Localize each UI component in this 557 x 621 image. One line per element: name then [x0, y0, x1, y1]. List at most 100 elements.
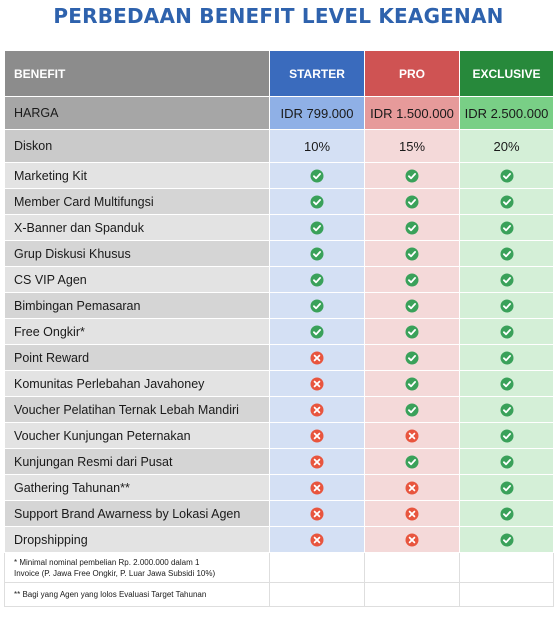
x-circle-icon — [310, 533, 324, 547]
check-circle-icon — [405, 221, 419, 235]
benefit-label: Voucher Pelatihan Ternak Lebah Mandiri — [4, 396, 270, 423]
x-circle-icon — [405, 507, 419, 521]
check-circle-icon — [500, 429, 513, 443]
benefit-row: Grup Diskusi Khusus — [4, 240, 554, 267]
check-circle-icon — [500, 481, 513, 495]
benefit-label: Gathering Tahunan** — [4, 474, 270, 501]
check-circle-icon — [500, 325, 513, 339]
benefit-exclusive-cell — [459, 396, 554, 423]
benefit-exclusive-cell — [459, 214, 554, 241]
benefit-exclusive-cell — [459, 422, 554, 449]
benefit-table-wrapper: BENEFIT STARTER PRO EXCLUSIVE HARGA IDR … — [4, 50, 554, 607]
footnote-1-line-2: Invoice (P. Jawa Free Ongkir, P. Luar Ja… — [14, 568, 216, 578]
benefit-table: BENEFIT STARTER PRO EXCLUSIVE HARGA IDR … — [4, 50, 554, 607]
check-circle-icon — [405, 195, 419, 209]
benefit-starter-cell — [269, 500, 365, 527]
note-empty-cell — [459, 552, 554, 583]
check-circle-icon — [500, 299, 513, 313]
benefit-starter-cell — [269, 318, 365, 345]
benefit-row: Voucher Kunjungan Peternakan — [4, 422, 554, 449]
note-empty-cell — [364, 582, 460, 607]
benefit-starter-cell — [269, 162, 365, 189]
check-circle-icon — [310, 325, 324, 339]
check-circle-icon — [500, 533, 513, 547]
benefit-row: Member Card Multifungsi — [4, 188, 554, 215]
benefit-pro-cell — [364, 526, 460, 553]
x-circle-icon — [310, 455, 324, 469]
benefit-row: Komunitas Perlebahan Javahoney — [4, 370, 554, 397]
benefit-pro-cell — [364, 422, 460, 449]
check-circle-icon — [405, 273, 419, 287]
note-row-1: * Minimal nominal pembelian Rp. 2.000.00… — [4, 552, 554, 583]
check-circle-icon — [405, 247, 419, 261]
x-circle-icon — [310, 429, 324, 443]
x-circle-icon — [310, 377, 324, 391]
check-circle-icon — [500, 377, 513, 391]
benefit-exclusive-cell — [459, 266, 554, 293]
footnote-2: ** Bagi yang Agen yang lolos Evaluasi Ta… — [4, 582, 270, 607]
benefit-label: Member Card Multifungsi — [4, 188, 270, 215]
discount-exclusive: 20% — [459, 129, 554, 163]
x-circle-icon — [310, 351, 324, 365]
benefit-row: Support Brand Awarness by Lokasi Agen — [4, 500, 554, 527]
check-circle-icon — [500, 351, 513, 365]
benefit-starter-cell — [269, 448, 365, 475]
benefit-exclusive-cell — [459, 370, 554, 397]
benefit-pro-cell — [364, 448, 460, 475]
benefit-pro-cell — [364, 474, 460, 501]
benefit-exclusive-cell — [459, 240, 554, 267]
benefit-exclusive-cell — [459, 500, 554, 527]
benefit-label: Marketing Kit — [4, 162, 270, 189]
benefit-exclusive-cell — [459, 526, 554, 553]
note-empty-cell — [269, 552, 365, 583]
x-circle-icon — [310, 481, 324, 495]
page-title: PERBEDAAN BENEFIT LEVEL KEAGENAN — [53, 4, 504, 28]
price-label: HARGA — [4, 96, 270, 130]
benefit-exclusive-cell — [459, 162, 554, 189]
benefit-label: X-Banner dan Spanduk — [4, 214, 270, 241]
discount-label: Diskon — [4, 129, 270, 163]
benefit-row: Voucher Pelatihan Ternak Lebah Mandiri — [4, 396, 554, 423]
check-circle-icon — [310, 299, 324, 313]
benefit-row: Bimbingan Pemasaran — [4, 292, 554, 319]
benefit-label: Voucher Kunjungan Peternakan — [4, 422, 270, 449]
benefit-starter-cell — [269, 266, 365, 293]
benefit-starter-cell — [269, 422, 365, 449]
benefit-starter-cell — [269, 370, 365, 397]
discount-row: Diskon 10% 15% 20% — [4, 129, 554, 163]
header-benefit: BENEFIT — [4, 50, 270, 97]
benefit-exclusive-cell — [459, 448, 554, 475]
benefit-pro-cell — [364, 318, 460, 345]
benefit-pro-cell — [364, 266, 460, 293]
benefit-row: Kunjungan Resmi dari Pusat — [4, 448, 554, 475]
check-circle-icon — [500, 455, 513, 469]
check-circle-icon — [310, 195, 324, 209]
benefit-exclusive-cell — [459, 188, 554, 215]
x-circle-icon — [405, 481, 419, 495]
check-circle-icon — [500, 195, 513, 209]
header-exclusive: EXCLUSIVE — [459, 50, 554, 97]
benefit-label: Free Ongkir* — [4, 318, 270, 345]
benefit-label: Point Reward — [4, 344, 270, 371]
check-circle-icon — [500, 273, 513, 287]
benefit-label: Grup Diskusi Khusus — [4, 240, 270, 267]
benefit-pro-cell — [364, 370, 460, 397]
benefit-label: CS VIP Agen — [4, 266, 270, 293]
benefit-starter-cell — [269, 240, 365, 267]
price-exclusive: IDR 2.500.000 — [459, 96, 554, 130]
footnote-1: * Minimal nominal pembelian Rp. 2.000.00… — [4, 552, 270, 583]
benefit-pro-cell — [364, 162, 460, 189]
check-circle-icon — [500, 221, 513, 235]
note-empty-cell — [364, 552, 460, 583]
note-empty-cell — [269, 582, 365, 607]
check-circle-icon — [405, 403, 419, 417]
benefit-label: Kunjungan Resmi dari Pusat — [4, 448, 270, 475]
benefit-starter-cell — [269, 188, 365, 215]
benefit-row: Free Ongkir* — [4, 318, 554, 345]
benefit-starter-cell — [269, 474, 365, 501]
benefit-row: Point Reward — [4, 344, 554, 371]
benefit-starter-cell — [269, 214, 365, 241]
benefit-pro-cell — [364, 344, 460, 371]
price-starter: IDR 799.000 — [269, 96, 365, 130]
